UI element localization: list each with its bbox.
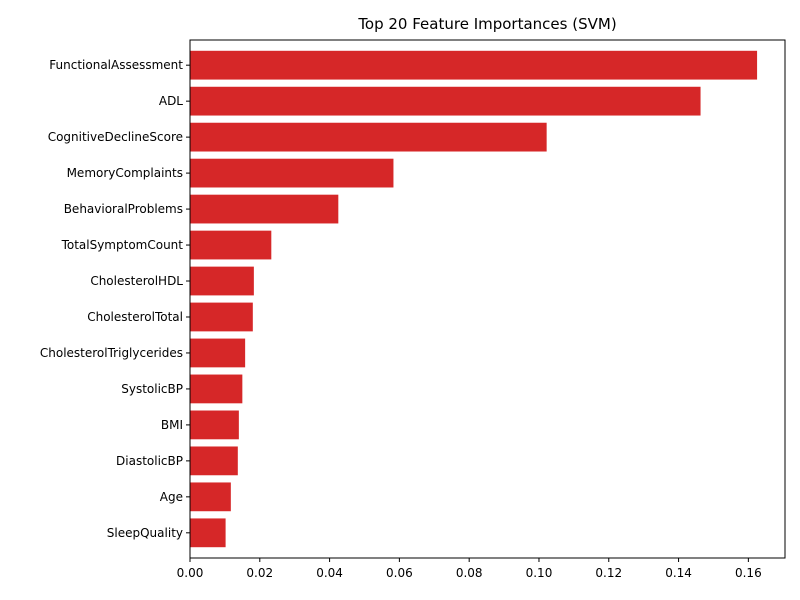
- axes-frame: [189, 39, 786, 559]
- x-tick-label: 0.10: [526, 566, 553, 580]
- bars-group: [190, 50, 758, 548]
- x-tick-label: 0.08: [456, 566, 483, 580]
- bar-CholesterolTotal: [190, 302, 253, 332]
- x-tick-label: 0.00: [177, 566, 204, 580]
- x-tick-label: 0.16: [735, 566, 762, 580]
- x-tick-label: 0.02: [246, 566, 273, 580]
- y-tick-label: CognitiveDeclineScore: [48, 130, 183, 144]
- bar-CholesterolTriglycerides: [190, 338, 246, 368]
- y-axis: FunctionalAssessment ADL CognitiveDeclineS…: [40, 58, 190, 540]
- y-tick-label: SleepQuality: [107, 526, 183, 540]
- y-tick-label: BMI: [161, 418, 183, 432]
- x-axis: 0.00 0.02 0.04 0.06 0.08 0.10 0.12 0.14 0.16: [177, 558, 762, 580]
- bar-CognitiveDeclineScore: [190, 122, 547, 152]
- bar-ADL: [190, 86, 701, 116]
- y-tick-label: FunctionalAssessment: [49, 58, 183, 72]
- y-tick-label: Age: [160, 490, 183, 504]
- x-tick-label: 0.06: [386, 566, 413, 580]
- y-tick-label: DiastolicBP: [116, 454, 183, 468]
- y-tick-label: TotalSymptomCount: [61, 238, 184, 252]
- bar-SystolicBP: [190, 374, 243, 404]
- y-tick-label: CholesterolHDL: [90, 274, 183, 288]
- bar-MemoryComplaints: [190, 158, 394, 188]
- y-tick-label: ADL: [159, 94, 183, 108]
- x-tick-label: 0.14: [665, 566, 692, 580]
- plot-frame: [189, 39, 786, 559]
- y-tick-label: BehavioralProblems: [64, 202, 183, 216]
- bar-BMI: [190, 410, 239, 440]
- bar-TotalSymptomCount: [190, 230, 272, 260]
- y-tick-label: CholesterolTotal: [87, 310, 183, 324]
- y-tick-label: CholesterolTriglycerides: [40, 346, 183, 360]
- bar-DiastolicBP: [190, 446, 238, 476]
- x-tick-label: 0.12: [595, 566, 622, 580]
- y-tick-label: SystolicBP: [121, 382, 183, 396]
- y-tick-label: MemoryComplaints: [67, 166, 183, 180]
- chart-title: Top 20 Feature Importances (SVM): [357, 15, 616, 33]
- bar-BehavioralProblems: [190, 194, 339, 224]
- x-tick-label: 0.04: [316, 566, 343, 580]
- bar-FunctionalAssessment: [190, 50, 758, 80]
- bar-Age: [190, 482, 231, 512]
- bar-CholesterolHDL: [190, 266, 254, 296]
- bar-SleepQuality: [190, 518, 226, 548]
